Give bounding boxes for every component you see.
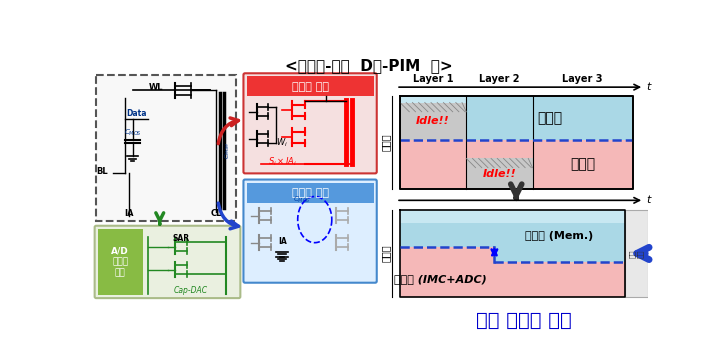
FancyBboxPatch shape (94, 226, 240, 298)
Text: SAR: SAR (173, 234, 190, 242)
Bar (467, 96, 632, 103)
Bar (467, 140, 533, 159)
Text: 리소스: 리소스 (381, 134, 391, 152)
Text: $C_{MOS}$: $C_{MOS}$ (124, 128, 142, 138)
Bar (96, 75, 235, 221)
Text: 메모리 모드: 메모리 모드 (292, 188, 328, 198)
Text: $S_i \times IA_i$: $S_i \times IA_i$ (268, 155, 297, 168)
Text: Idle!!: Idle!! (482, 169, 516, 179)
Text: 동적
전환: 동적 전환 (629, 249, 644, 258)
Text: Idle!!: Idle!! (416, 116, 450, 126)
Bar (625, 210, 648, 297)
Text: 연산기 모드: 연산기 모드 (292, 82, 328, 92)
Text: WL: WL (148, 82, 163, 92)
Bar (246, 183, 374, 202)
Text: t: t (647, 195, 651, 205)
Text: 메모리 (Mem.): 메모리 (Mem.) (526, 231, 594, 241)
Bar (467, 159, 533, 189)
Bar (400, 210, 625, 223)
Bar (400, 140, 467, 189)
Text: 동적 리소스 전환: 동적 리소스 전환 (476, 310, 572, 330)
Bar (467, 103, 632, 140)
Text: CL: CL (211, 209, 222, 218)
Bar (400, 103, 467, 140)
Text: Layer 3: Layer 3 (562, 74, 603, 85)
Text: Cap-DAC: Cap-DAC (174, 286, 208, 295)
Text: IA: IA (278, 236, 287, 246)
Text: Layer 1: Layer 1 (413, 74, 454, 85)
Text: $W_i$: $W_i$ (276, 136, 288, 149)
Text: 연산기: 연산기 (570, 157, 595, 171)
Text: BL: BL (96, 167, 107, 176)
Bar (400, 96, 632, 103)
Bar (400, 210, 625, 297)
Bar (400, 221, 495, 246)
Text: $C_{MOM}$: $C_{MOM}$ (222, 142, 232, 159)
Bar (533, 140, 632, 189)
Bar (495, 221, 625, 262)
FancyBboxPatch shape (243, 179, 377, 283)
Text: 메모리: 메모리 (537, 111, 562, 125)
Text: <트리플-모드  D램-PIM  셀>: <트리플-모드 D램-PIM 셀> (285, 58, 453, 73)
Text: Data: Data (126, 109, 147, 118)
Text: $C_{MOS}$: $C_{MOS}$ (293, 195, 311, 205)
FancyBboxPatch shape (243, 73, 377, 173)
Text: IA: IA (124, 209, 133, 218)
Bar (98, 229, 143, 295)
Text: Layer 2: Layer 2 (479, 74, 520, 85)
Text: 연산기 (IMC+ADC): 연산기 (IMC+ADC) (394, 274, 486, 284)
Text: 리소스: 리소스 (381, 245, 391, 262)
Text: t: t (647, 82, 651, 92)
Bar (246, 76, 374, 96)
Text: A/D
변환기
모드: A/D 변환기 모드 (112, 246, 129, 278)
